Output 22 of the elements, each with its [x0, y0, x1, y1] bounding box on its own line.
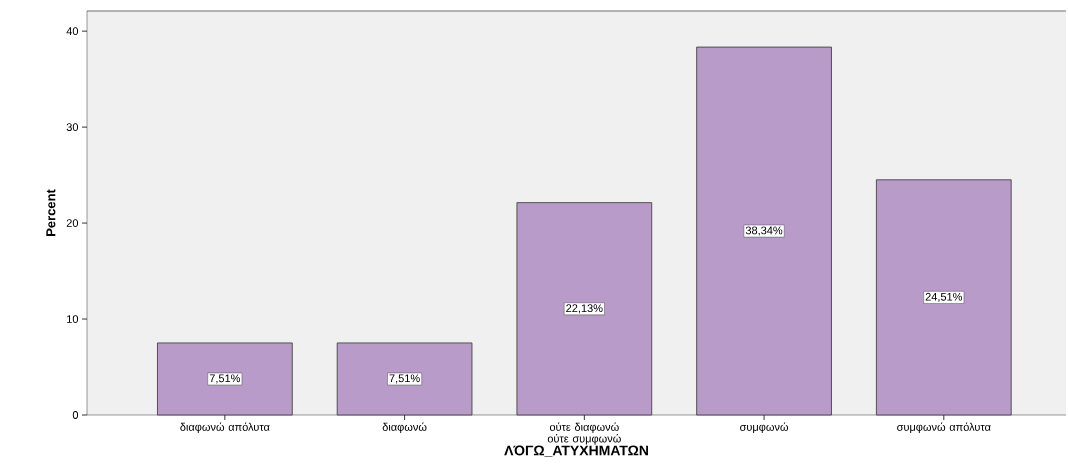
y-axis-title: Percent: [46, 189, 56, 236]
x-tick-label: ούτε διαφωνώ ούτε συμφωνώ: [547, 422, 621, 445]
bar: [875, 179, 1012, 416]
x-tick-label: συμφωνώ: [740, 422, 789, 434]
y-tick-label: 30: [66, 123, 79, 132]
y-tick-label: 20: [66, 219, 79, 227]
y-tick-label: 10: [67, 315, 79, 323]
y-tick-label: 0: [72, 411, 79, 419]
bar: [336, 342, 473, 416]
y-tick-label: 40: [66, 27, 79, 36]
bar: [157, 342, 293, 416]
x-tick-label: διαφωνώ απόλυτα: [180, 422, 270, 434]
data-label: 7,51%: [209, 374, 241, 384]
x-tick-label: συμφωνώ απόλυτα: [897, 422, 991, 434]
data-label: 24,51%: [925, 292, 963, 302]
data-label: 38,34%: [745, 226, 783, 236]
bar: [696, 46, 832, 416]
bar: [516, 202, 653, 416]
x-axis-title: ΛΌΓΩ_ΑΤΥΧΗΜΑΤΩΝ: [504, 445, 648, 457]
x-tick-label: διαφωνώ: [382, 422, 427, 434]
data-label: 7,51%: [389, 374, 420, 384]
data-label: 22,13%: [566, 304, 603, 314]
